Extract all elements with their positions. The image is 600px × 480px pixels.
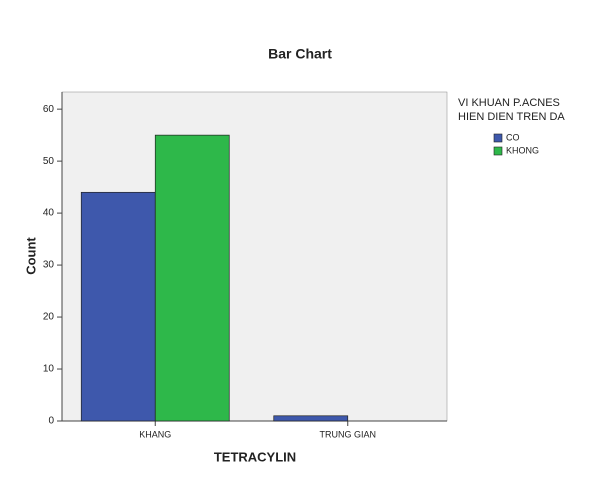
legend-label: CO	[506, 132, 520, 142]
x-tick-label: TRUNG GIAN	[319, 429, 376, 439]
y-axis-label: Count	[23, 237, 38, 275]
x-axis-label: TETRACYLIN	[214, 449, 296, 464]
chart-title: Bar Chart	[268, 46, 332, 62]
y-tick-label: 0	[48, 416, 54, 427]
y-tick-label: 30	[43, 260, 55, 271]
y-tick-label: 10	[43, 364, 55, 375]
bar	[273, 415, 349, 422]
x-tick-label: KHANG	[139, 429, 171, 439]
bar	[80, 191, 156, 422]
y-tick-label: 60	[43, 104, 55, 115]
legend-swatch	[493, 133, 503, 143]
legend-title: VI KHUAN P.ACNES	[458, 97, 560, 109]
bar	[154, 134, 230, 422]
y-tick-label: 20	[43, 312, 55, 323]
y-tick-label: 50	[43, 156, 55, 167]
y-tick-label: 40	[43, 208, 55, 219]
legend-title: HIEN DIEN TREN DA	[458, 111, 565, 123]
legend-swatch	[493, 146, 503, 156]
legend-label: KHONG	[506, 145, 539, 155]
